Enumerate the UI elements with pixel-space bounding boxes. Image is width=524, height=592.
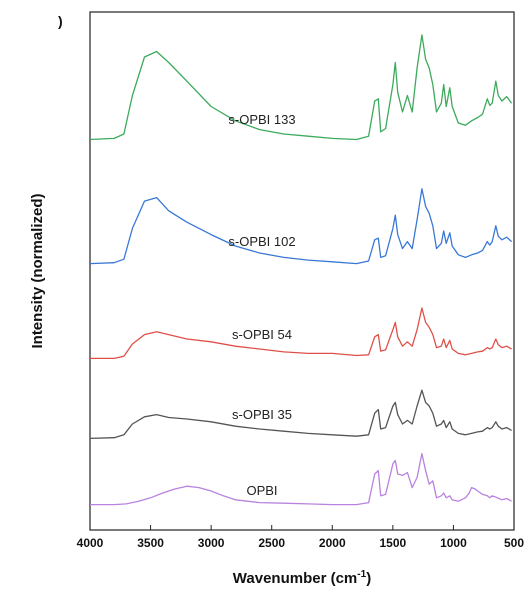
series-group (89, 34, 513, 506)
plot-frame (89, 11, 515, 531)
x-tick-label: 4000 (77, 536, 104, 550)
x-axis-title-text: Wavenumber (cm (233, 570, 357, 587)
x-axis-ticks: 4000 3500 3000 2500 2000 1500 1000 500 (77, 525, 524, 550)
series-line-s-opbi-102 (89, 188, 513, 265)
x-tick-label: 500 (504, 536, 524, 550)
series-label: s-OPBI 35 (232, 407, 292, 422)
x-axis-title-suffix: ) (366, 570, 371, 587)
series-line-s-opbi-133 (89, 34, 513, 141)
x-tick-label: 2000 (319, 536, 346, 550)
x-tick-label: 1000 (440, 536, 467, 550)
x-tick-label: 3000 (198, 536, 225, 550)
series-label: s-OPBI 102 (228, 234, 295, 249)
x-axis-title: Wavenumber (cm-1) (233, 569, 371, 587)
series-label: OPBI (246, 483, 277, 498)
series-labels: s-OPBI 133 s-OPBI 102 s-OPBI 54 s-OPBI 35 OP… (228, 112, 295, 498)
series-label: s-OPBI 133 (228, 112, 295, 127)
x-tick-label: 3500 (137, 536, 164, 550)
x-tick-label: 1500 (380, 536, 407, 550)
x-tick-label: 2500 (258, 536, 285, 550)
panel-label: ) (58, 13, 63, 29)
series-label: s-OPBI 54 (232, 327, 292, 342)
series-line-opbi (90, 452, 512, 506)
series-line-s-opbi-35 (89, 389, 512, 440)
series-line-s-opbi-54 (90, 307, 512, 360)
x-axis-title-superscript: -1 (357, 569, 366, 580)
y-axis-title: Intensity (normalized) (29, 193, 46, 348)
